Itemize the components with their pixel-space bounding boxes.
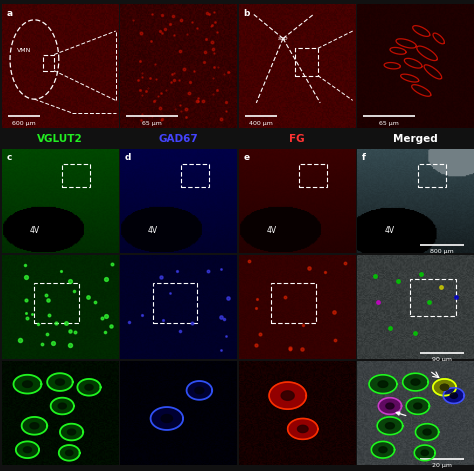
Polygon shape bbox=[67, 429, 76, 435]
Polygon shape bbox=[371, 441, 394, 458]
Polygon shape bbox=[443, 388, 464, 404]
Bar bbox=[62, 164, 90, 187]
Polygon shape bbox=[23, 381, 32, 388]
Polygon shape bbox=[450, 393, 457, 398]
Polygon shape bbox=[378, 398, 401, 414]
Polygon shape bbox=[59, 445, 80, 461]
Bar bbox=[181, 164, 209, 187]
Text: 800 μm: 800 μm bbox=[430, 249, 454, 254]
Text: c: c bbox=[7, 154, 12, 162]
Text: 4V: 4V bbox=[266, 226, 276, 235]
Bar bbox=[153, 284, 197, 323]
Polygon shape bbox=[433, 379, 456, 396]
Text: FG: FG bbox=[289, 134, 305, 145]
Polygon shape bbox=[151, 407, 183, 430]
Text: e: e bbox=[244, 154, 250, 162]
Polygon shape bbox=[385, 422, 394, 429]
Text: GAD67: GAD67 bbox=[159, 134, 198, 145]
Polygon shape bbox=[55, 379, 64, 385]
Text: 90 μm: 90 μm bbox=[432, 357, 452, 362]
Text: scp: scp bbox=[278, 36, 288, 41]
Polygon shape bbox=[47, 373, 73, 391]
Polygon shape bbox=[51, 398, 74, 414]
Polygon shape bbox=[85, 384, 93, 390]
Text: f: f bbox=[362, 154, 366, 162]
Polygon shape bbox=[16, 441, 39, 458]
Text: 4V: 4V bbox=[385, 226, 395, 235]
Polygon shape bbox=[22, 417, 47, 435]
Bar bbox=[299, 164, 327, 187]
Polygon shape bbox=[65, 450, 73, 455]
Polygon shape bbox=[60, 424, 83, 440]
Text: Merged: Merged bbox=[393, 134, 438, 145]
Text: b: b bbox=[244, 9, 250, 18]
Bar bbox=[418, 164, 446, 187]
Text: 65 μm: 65 μm bbox=[379, 121, 399, 126]
Polygon shape bbox=[58, 403, 66, 409]
Polygon shape bbox=[369, 375, 397, 394]
Polygon shape bbox=[386, 403, 394, 409]
Polygon shape bbox=[23, 447, 31, 453]
Polygon shape bbox=[281, 391, 294, 400]
Text: FG: FG bbox=[348, 0, 365, 2]
Polygon shape bbox=[161, 414, 173, 422]
Polygon shape bbox=[378, 381, 388, 388]
Text: d: d bbox=[125, 154, 131, 162]
Polygon shape bbox=[414, 445, 435, 461]
Bar bbox=[272, 284, 316, 323]
Text: 400 μm: 400 μm bbox=[249, 121, 273, 126]
Polygon shape bbox=[411, 379, 420, 385]
Bar bbox=[410, 279, 456, 316]
Text: 4V: 4V bbox=[148, 226, 158, 235]
Polygon shape bbox=[421, 450, 428, 455]
Polygon shape bbox=[416, 424, 439, 440]
Polygon shape bbox=[433, 379, 456, 396]
Text: VMN: VMN bbox=[17, 49, 31, 53]
Text: 4V: 4V bbox=[29, 226, 39, 235]
Polygon shape bbox=[269, 382, 306, 409]
Text: a: a bbox=[7, 9, 13, 18]
Polygon shape bbox=[414, 403, 422, 409]
Polygon shape bbox=[30, 422, 39, 429]
Polygon shape bbox=[440, 384, 448, 390]
Polygon shape bbox=[440, 384, 448, 390]
Text: 65 μm: 65 μm bbox=[142, 121, 162, 126]
Polygon shape bbox=[288, 419, 318, 439]
Polygon shape bbox=[14, 375, 41, 394]
Polygon shape bbox=[187, 381, 212, 400]
Text: FG: FG bbox=[111, 0, 128, 2]
Polygon shape bbox=[298, 425, 308, 432]
Text: 20 μm: 20 μm bbox=[432, 463, 452, 468]
Polygon shape bbox=[379, 447, 387, 453]
Bar bbox=[35, 284, 79, 323]
Polygon shape bbox=[403, 373, 428, 391]
Polygon shape bbox=[406, 398, 429, 414]
Text: 600 μm: 600 μm bbox=[12, 121, 36, 126]
Polygon shape bbox=[195, 387, 204, 394]
Polygon shape bbox=[377, 417, 403, 435]
Bar bbox=[295, 49, 318, 76]
Polygon shape bbox=[423, 429, 431, 435]
Text: VGLUT2: VGLUT2 bbox=[37, 134, 83, 145]
Bar bbox=[43, 55, 54, 71]
Polygon shape bbox=[77, 379, 100, 396]
